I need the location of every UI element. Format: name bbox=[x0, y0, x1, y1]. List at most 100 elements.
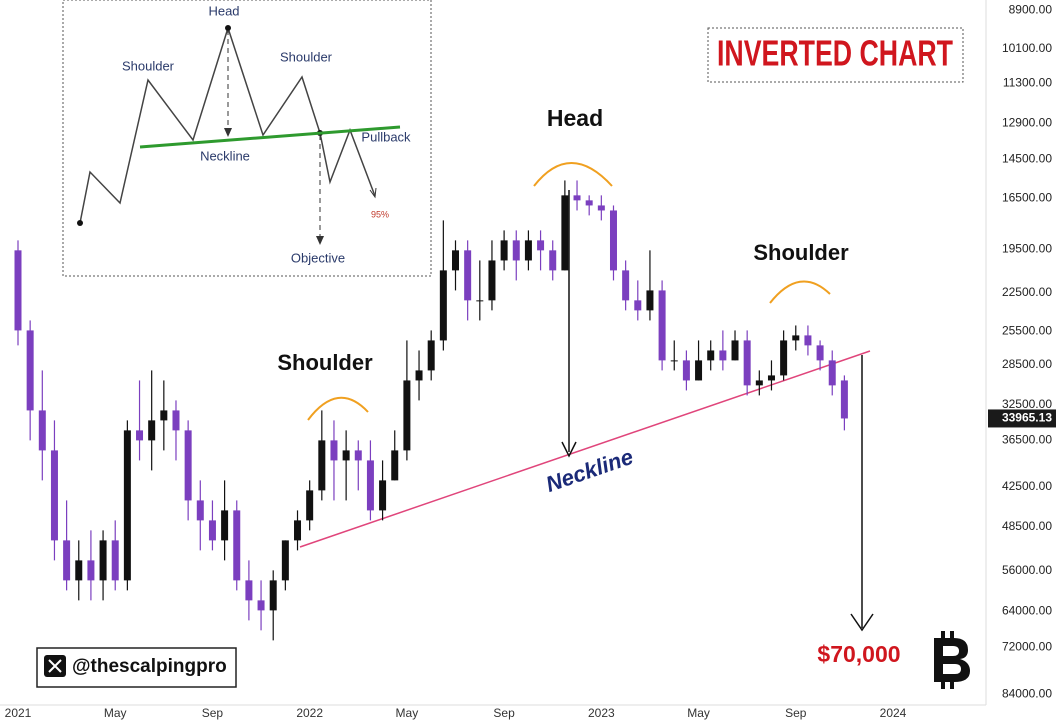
inset-label: Neckline bbox=[200, 148, 250, 163]
bitcoin-bar bbox=[941, 631, 945, 639]
arrow-head bbox=[316, 236, 324, 245]
candles bbox=[14, 180, 848, 641]
y-tick-label: 16500.00 bbox=[1002, 191, 1052, 205]
candle-body bbox=[585, 200, 593, 206]
inset-label: Head bbox=[208, 3, 239, 18]
candle-body bbox=[780, 340, 788, 376]
arrow-head bbox=[850, 613, 874, 632]
candle-body bbox=[646, 290, 654, 311]
candle-body bbox=[452, 250, 459, 271]
candle-body bbox=[123, 430, 131, 581]
x-logo-mark bbox=[48, 659, 62, 673]
y-tick-label: 8900.00 bbox=[1009, 3, 1053, 17]
candle-body bbox=[500, 240, 508, 261]
candle-body bbox=[476, 300, 484, 302]
candle-body bbox=[14, 250, 22, 331]
y-tick-label: 12900.00 bbox=[1002, 116, 1052, 130]
candle-body bbox=[38, 410, 46, 451]
head-dot bbox=[225, 25, 231, 31]
x-tick-label: 2024 bbox=[880, 706, 907, 720]
bitcoin-logo bbox=[934, 631, 970, 689]
candle-body bbox=[136, 430, 144, 441]
candle-body bbox=[537, 240, 545, 251]
candle-body bbox=[269, 580, 277, 611]
candle-body bbox=[634, 300, 642, 311]
candle-body bbox=[50, 450, 58, 541]
annotation: Head bbox=[547, 105, 603, 131]
candle-body bbox=[148, 420, 156, 441]
inset-label: 95% bbox=[371, 209, 389, 219]
y-tick-label: 42500.00 bbox=[1002, 479, 1052, 493]
x-tick-label: May bbox=[104, 706, 127, 720]
candle-body bbox=[306, 490, 314, 521]
candle-body bbox=[184, 430, 192, 501]
y-tick-label: 28500.00 bbox=[1002, 357, 1052, 371]
y-tick-label: 64000.00 bbox=[1002, 604, 1052, 618]
annotation: Shoulder bbox=[277, 350, 373, 375]
y-tick-label: 84000.00 bbox=[1002, 686, 1052, 700]
candle-body bbox=[26, 330, 34, 411]
candle-body bbox=[427, 340, 435, 371]
y-tick-label: 32500.00 bbox=[1002, 397, 1052, 411]
candle-body bbox=[707, 350, 715, 361]
neckline bbox=[299, 350, 871, 548]
bitcoin-bar bbox=[950, 681, 954, 689]
candle-body bbox=[342, 450, 350, 461]
x-tick-label: 2023 bbox=[588, 706, 615, 720]
candle-body bbox=[488, 260, 496, 301]
candle-body bbox=[160, 410, 168, 421]
candle-body bbox=[755, 380, 763, 386]
last-price-label: 33965.13 bbox=[1002, 411, 1052, 425]
inset-neckline bbox=[139, 125, 401, 149]
last-price-box bbox=[988, 409, 1056, 428]
x-tick-label: 2021 bbox=[5, 706, 32, 720]
candle-body bbox=[828, 360, 836, 386]
candle-body bbox=[549, 250, 557, 271]
candle-body bbox=[379, 480, 387, 511]
x-tick-label: May bbox=[396, 706, 419, 720]
candle-body bbox=[257, 600, 265, 611]
shoulder-arc bbox=[769, 280, 831, 304]
candle-body bbox=[840, 380, 848, 419]
candle-body bbox=[512, 240, 520, 261]
candle-body bbox=[281, 540, 289, 581]
candle-body bbox=[366, 460, 374, 511]
y-tick-label: 25500.00 bbox=[1002, 323, 1052, 337]
candle-body bbox=[221, 510, 229, 541]
candle-body bbox=[354, 450, 362, 461]
bitcoin-bar bbox=[941, 681, 945, 689]
y-tick-label: 10100.00 bbox=[1002, 41, 1052, 55]
candle-body bbox=[524, 240, 532, 261]
candle-body bbox=[682, 360, 690, 381]
arrow-head bbox=[224, 128, 232, 137]
start-dot bbox=[77, 220, 83, 226]
candle-body bbox=[111, 540, 119, 581]
inset-label: Pullback bbox=[361, 129, 411, 144]
candle-body bbox=[573, 195, 581, 201]
candle-body bbox=[294, 520, 302, 541]
candle-body bbox=[561, 195, 569, 271]
candle-body bbox=[743, 340, 751, 386]
bitcoin-b bbox=[934, 638, 970, 682]
candle-body bbox=[792, 335, 800, 341]
x-tick-label: May bbox=[687, 706, 710, 720]
inset-label: Objective bbox=[291, 250, 345, 265]
y-tick-label: 72000.00 bbox=[1002, 640, 1052, 654]
candle-body bbox=[816, 345, 824, 361]
x-tick-label: Sep bbox=[493, 706, 515, 720]
candle-body bbox=[330, 440, 338, 461]
inset-label: Shoulder bbox=[122, 58, 175, 73]
y-tick-label: 11300.00 bbox=[1003, 75, 1052, 89]
y-tick-label: 36500.00 bbox=[1002, 433, 1052, 447]
x-tick-label: 2022 bbox=[296, 706, 323, 720]
candle-body bbox=[609, 210, 617, 271]
candle-body bbox=[658, 290, 666, 361]
candle-body bbox=[208, 520, 216, 541]
inset-diagram: Head Shoulder Shoulder Neckline Pullback… bbox=[62, 0, 432, 277]
candle-body bbox=[695, 360, 703, 381]
pattern-line bbox=[79, 25, 376, 224]
candle-body bbox=[75, 560, 83, 581]
watermark-frame bbox=[36, 647, 237, 688]
candle-body bbox=[403, 380, 411, 451]
